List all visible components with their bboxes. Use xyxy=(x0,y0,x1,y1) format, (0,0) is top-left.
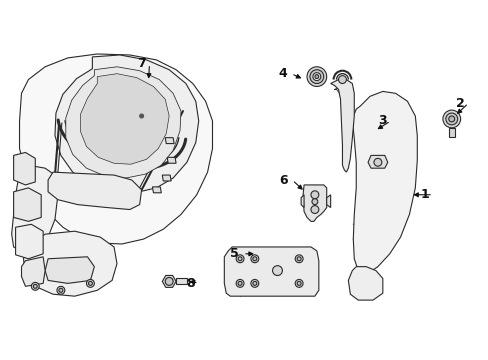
Circle shape xyxy=(306,67,326,86)
Circle shape xyxy=(236,255,244,263)
Circle shape xyxy=(86,279,94,287)
Circle shape xyxy=(31,282,39,290)
Circle shape xyxy=(88,282,92,285)
Circle shape xyxy=(373,158,381,166)
Text: 3: 3 xyxy=(377,114,386,127)
Polygon shape xyxy=(152,187,161,193)
Text: 8: 8 xyxy=(186,277,194,290)
Polygon shape xyxy=(224,247,318,296)
Circle shape xyxy=(310,191,318,199)
Circle shape xyxy=(33,284,37,288)
Circle shape xyxy=(140,114,143,118)
Polygon shape xyxy=(14,188,41,221)
Circle shape xyxy=(252,257,256,261)
Polygon shape xyxy=(176,278,186,284)
Polygon shape xyxy=(165,138,174,144)
Polygon shape xyxy=(81,74,169,164)
Circle shape xyxy=(238,282,242,285)
Circle shape xyxy=(238,257,242,261)
Polygon shape xyxy=(48,172,142,210)
Text: 7: 7 xyxy=(137,57,145,70)
Circle shape xyxy=(165,278,173,285)
Circle shape xyxy=(448,116,454,122)
Circle shape xyxy=(338,76,346,84)
Polygon shape xyxy=(448,128,454,137)
Polygon shape xyxy=(45,257,94,283)
Polygon shape xyxy=(55,55,198,193)
Polygon shape xyxy=(21,257,45,286)
Polygon shape xyxy=(14,152,35,185)
Polygon shape xyxy=(326,195,330,208)
Text: 6: 6 xyxy=(279,174,288,186)
Circle shape xyxy=(59,288,63,292)
Polygon shape xyxy=(367,156,387,168)
Text: 1: 1 xyxy=(420,188,428,201)
Polygon shape xyxy=(66,67,181,178)
Polygon shape xyxy=(347,267,382,300)
Circle shape xyxy=(297,282,301,285)
Polygon shape xyxy=(351,91,416,275)
Polygon shape xyxy=(167,157,176,163)
Polygon shape xyxy=(12,165,58,251)
Polygon shape xyxy=(330,80,353,172)
Polygon shape xyxy=(20,54,212,244)
Polygon shape xyxy=(162,275,176,287)
Polygon shape xyxy=(23,231,117,296)
Circle shape xyxy=(312,73,320,81)
Polygon shape xyxy=(162,175,171,181)
Circle shape xyxy=(295,279,303,287)
Circle shape xyxy=(309,70,323,84)
Circle shape xyxy=(314,75,318,78)
Circle shape xyxy=(311,199,317,204)
Circle shape xyxy=(250,279,258,287)
Circle shape xyxy=(252,282,256,285)
Polygon shape xyxy=(16,224,43,259)
Circle shape xyxy=(272,266,282,275)
Text: 4: 4 xyxy=(278,67,287,80)
Circle shape xyxy=(295,255,303,263)
Polygon shape xyxy=(303,185,326,221)
Circle shape xyxy=(57,286,65,294)
Circle shape xyxy=(445,113,457,125)
Text: 5: 5 xyxy=(230,247,239,260)
Circle shape xyxy=(442,110,460,128)
Circle shape xyxy=(310,206,318,213)
Polygon shape xyxy=(301,195,304,208)
Circle shape xyxy=(250,255,258,263)
Circle shape xyxy=(297,257,301,261)
Circle shape xyxy=(236,279,244,287)
Text: 2: 2 xyxy=(455,97,464,110)
